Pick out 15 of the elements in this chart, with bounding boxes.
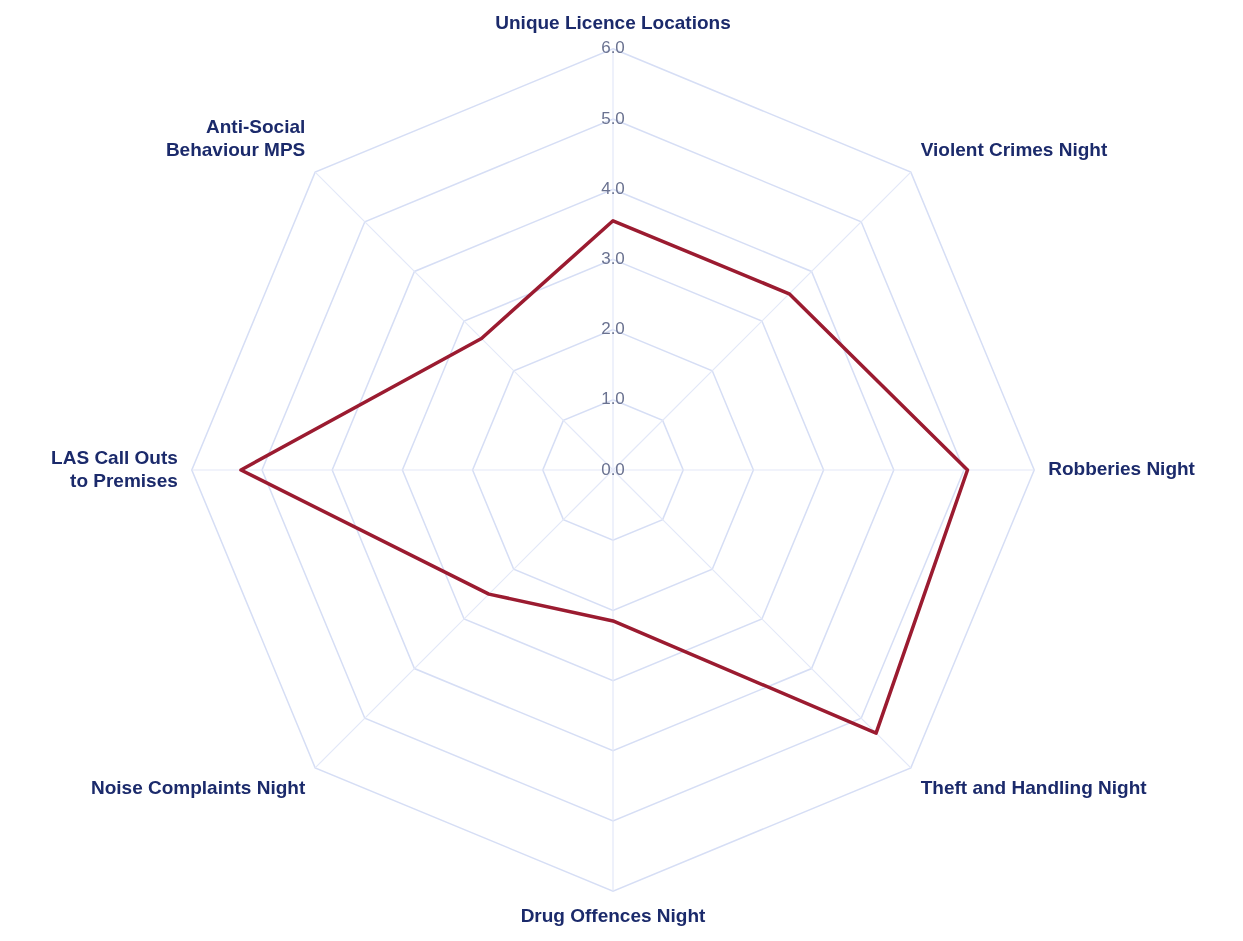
spoke-label: Robberies Night: [1048, 458, 1196, 480]
spoke-label: Theft and Handling Night: [920, 777, 1148, 799]
y-tick-label: 3.0: [601, 249, 625, 269]
y-tick-label: 0.0: [601, 459, 625, 479]
spoke-label: Unique Licence Locations: [495, 11, 731, 33]
y-tick-label: 2.0: [601, 319, 625, 339]
y-tick-label: 4.0: [601, 178, 625, 198]
y-tick-label: 6.0: [601, 38, 625, 58]
spoke-label: LAS Call Outs to Premises: [51, 446, 178, 491]
spoke-label: Drug Offences Night: [520, 904, 707, 926]
spoke-label: Noise Complaints Night: [90, 777, 306, 799]
y-tick-label: 1.0: [601, 389, 625, 409]
y-tick-label: 5.0: [601, 108, 625, 128]
spoke-label: Anti-Social Behaviour MPS: [165, 116, 306, 161]
spoke-label: Violent Crimes Night: [920, 139, 1108, 161]
